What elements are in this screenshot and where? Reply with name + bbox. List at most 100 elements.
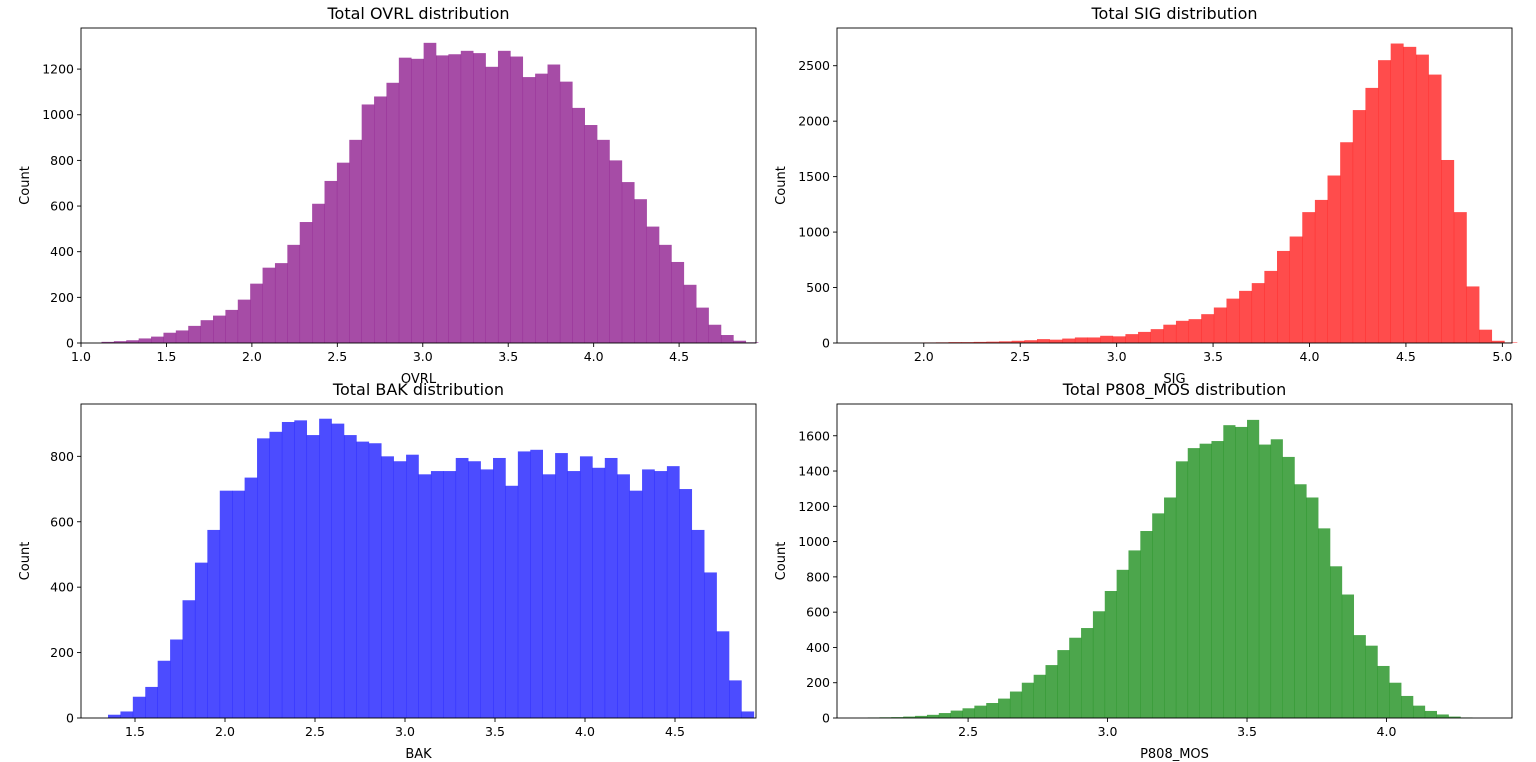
histogram-bar	[1125, 334, 1139, 343]
histogram-bar	[188, 325, 201, 343]
subplot-1: 1.0 1.5 2.0 2.5 3.0 3.5 4.0 4.5 0 200 400 600 800 100…	[18, 4, 759, 387]
histogram-bar	[485, 66, 499, 343]
histogram-bar	[1264, 270, 1278, 343]
x-tick-label: 4.0	[584, 349, 604, 364]
y-tick-label: 1200	[42, 62, 74, 77]
histogram-bar	[1448, 716, 1461, 718]
histogram-bar	[517, 451, 531, 718]
histogram-bar	[398, 57, 412, 343]
chart-title: Total BAK distribution	[332, 380, 504, 399]
histogram-bar	[1069, 637, 1082, 718]
histogram-bar	[1378, 60, 1391, 343]
y-tick-label: 200	[50, 290, 74, 305]
histogram-bar	[1491, 340, 1505, 343]
histogram-bar	[455, 457, 469, 718]
histogram-bar	[1036, 339, 1050, 343]
histogram-bar	[1175, 461, 1189, 718]
x-axis-label: P808_MOS	[1140, 747, 1209, 762]
histogram-bar	[1365, 645, 1378, 718]
histogram-bar	[646, 226, 660, 343]
histogram-bar	[592, 467, 606, 718]
histogram-bar	[460, 50, 474, 344]
x-tick-label: 4.5	[665, 724, 685, 739]
histogram-bar	[1247, 419, 1260, 718]
histogram-bar	[319, 418, 332, 718]
x-tick-label: 3.0	[1107, 349, 1127, 364]
histogram-bar	[1226, 298, 1240, 343]
histogram-bar	[287, 244, 301, 343]
histogram-bar	[530, 449, 543, 718]
histogram-bar	[555, 453, 568, 718]
y-tick-label: 200	[806, 675, 830, 690]
histogram-bar	[262, 267, 276, 343]
x-tick-label: 2.0	[242, 349, 262, 364]
histogram-bar	[132, 696, 146, 718]
y-tick-label: 0	[822, 336, 830, 351]
subplot-2: 2.0 2.5 3.0 3.5 4.0 4.5 5.0 0 500 1000 1500 2000 250…	[774, 4, 1518, 387]
histogram-bar	[696, 307, 709, 343]
subplot-3: 1.5 2.0 2.5 3.0 3.5 4.0 4.5 0 200 400 600 800 Total …	[18, 380, 757, 762]
y-tick-label: 2000	[798, 114, 830, 129]
histogram-bar	[903, 716, 916, 718]
axes-frame	[80, 27, 757, 344]
histogram-bar	[1223, 425, 1236, 718]
histogram-bar	[473, 53, 486, 343]
histogram-bar	[654, 471, 668, 718]
histogram-bar	[1318, 528, 1331, 718]
histogram-bar	[1164, 497, 1177, 718]
y-tick-label: 0	[66, 336, 74, 351]
histogram-bar	[1401, 695, 1414, 718]
histogram-bar	[151, 336, 164, 343]
histogram-bar	[1251, 283, 1265, 343]
x-tick-label: 3.5	[485, 724, 505, 739]
histogram-bar	[163, 332, 177, 343]
histogram-bar	[634, 199, 647, 343]
histogram-bar	[281, 421, 295, 718]
x-tick-label: 2.5	[1010, 349, 1030, 364]
histogram-bar	[1074, 337, 1088, 343]
histogram-bar	[642, 469, 655, 718]
histogram-bar	[579, 456, 593, 718]
y-tick-label: 600	[806, 605, 830, 620]
histogram-bar	[950, 710, 963, 718]
x-tick-label: 4.0	[575, 724, 595, 739]
histogram-bar	[170, 639, 183, 718]
y-tick-label: 800	[806, 569, 830, 584]
histogram-bar	[522, 77, 536, 344]
histogram-bar	[1201, 314, 1215, 343]
x-tick-label: 1.0	[71, 349, 91, 364]
histogram-bar	[1150, 329, 1164, 343]
histogram-bar	[336, 162, 350, 343]
histogram-bar	[1341, 594, 1355, 718]
x-tick-label: 4.0	[1300, 349, 1320, 364]
y-axis-label: Count	[774, 542, 789, 581]
histogram-bar	[926, 714, 940, 718]
histogram-bar	[374, 96, 387, 343]
x-tick-label: 3.5	[1237, 724, 1257, 739]
histogram-bar	[257, 438, 270, 718]
histogram-bar	[962, 708, 975, 718]
histogram-bar	[406, 454, 419, 718]
x-tick-label: 4.5	[669, 349, 689, 364]
x-tick-label: 3.0	[1098, 724, 1118, 739]
histogram-bar	[1441, 159, 1455, 343]
y-tick-label: 800	[50, 153, 74, 168]
histogram-bar	[324, 180, 338, 343]
histogram-bar	[207, 529, 221, 718]
histogram-bar	[1009, 691, 1023, 718]
histogram-bar	[393, 461, 407, 718]
histogram-bar	[448, 54, 462, 343]
histogram-bar	[1081, 628, 1094, 718]
histogram-bar	[542, 474, 556, 718]
y-tick-label: 400	[50, 580, 74, 595]
histogram-bar	[175, 330, 189, 343]
histogram-bar	[200, 320, 214, 343]
histogram-bar	[299, 222, 313, 343]
histogram-bar	[1277, 250, 1290, 343]
histogram-bar	[423, 42, 437, 344]
histogram-bar	[1466, 286, 1480, 343]
y-tick-label: 1000	[798, 534, 830, 549]
histogram-bar	[349, 139, 362, 343]
histogram-bar	[1163, 324, 1177, 343]
histogram-bar	[666, 466, 680, 718]
